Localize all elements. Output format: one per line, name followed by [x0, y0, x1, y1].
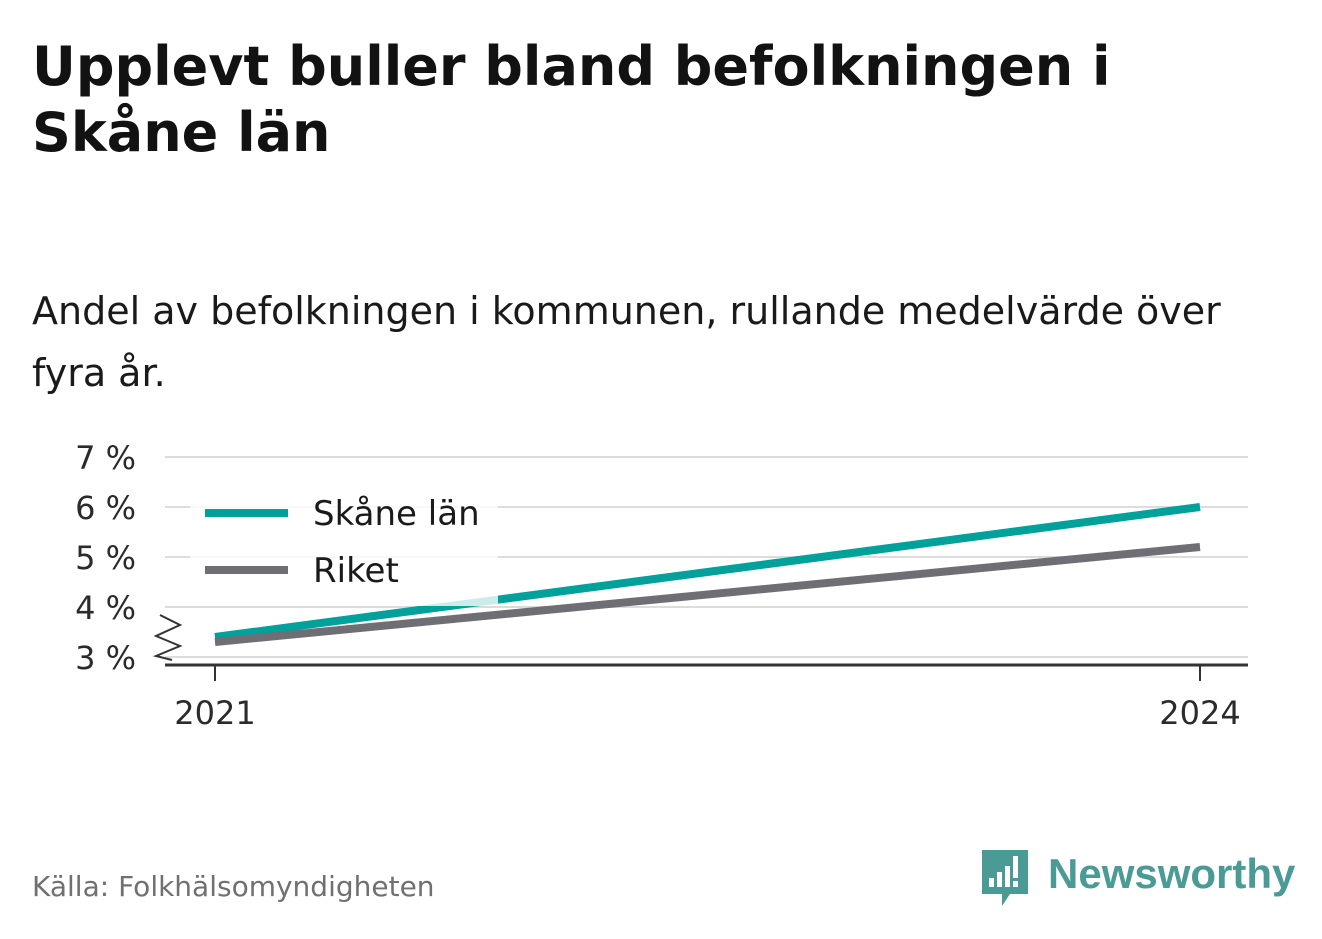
y-axis-ticks: 3 % 4 % 5 % 6 % 7 %: [75, 439, 136, 677]
legend-background: [190, 488, 498, 606]
y-tick-label: 5 %: [75, 539, 136, 577]
legend: Skåne län Riket: [190, 488, 498, 606]
x-tick-label: 2024: [1159, 694, 1240, 732]
newsworthy-logo-icon: [982, 850, 1028, 906]
x-tick-label: 2021: [174, 694, 255, 732]
y-tick-label: 3 %: [75, 639, 136, 677]
x-axis: [152, 614, 1248, 667]
legend-label: Skåne län: [313, 494, 480, 534]
brand-name: Newsworthy: [1048, 850, 1296, 897]
y-tick-label: 7 %: [75, 439, 136, 477]
y-tick-label: 4 %: [75, 589, 136, 627]
axis-break-icon: [152, 614, 183, 661]
chart-subtitle: Andel av befolkningen i kommunen, rullan…: [32, 289, 1221, 395]
chart-title: Upplevt buller bland befolkningen i Skån…: [32, 35, 1111, 164]
line-chart: 3 % 4 % 5 % 6 % 7 % 2021 2024 Skåne län Riket: [75, 439, 1248, 732]
x-axis-ticks: 2021 2024: [174, 665, 1241, 732]
source-note: Källa: Folkhälsomyndigheten: [32, 870, 435, 903]
series-line: [214, 543, 1201, 646]
series-lines: [214, 503, 1201, 646]
series-line: [214, 503, 1201, 641]
y-tick-label: 6 %: [75, 489, 136, 527]
legend-label: Riket: [313, 551, 399, 591]
